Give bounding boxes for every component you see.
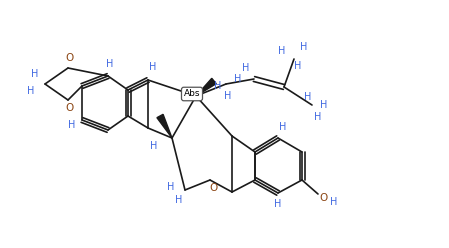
Text: H: H	[320, 100, 328, 110]
Text: H: H	[300, 42, 308, 52]
Text: H: H	[68, 120, 76, 130]
Text: H: H	[304, 92, 312, 102]
Text: H: H	[242, 63, 250, 73]
Text: H: H	[31, 69, 39, 79]
Text: H: H	[175, 195, 183, 205]
Text: Abs: Abs	[184, 90, 200, 98]
Text: O: O	[66, 103, 74, 113]
Text: H: H	[278, 46, 286, 56]
Text: H: H	[314, 112, 321, 122]
Text: H: H	[27, 86, 35, 96]
Text: H: H	[150, 141, 158, 151]
Text: H: H	[214, 81, 222, 91]
Polygon shape	[157, 114, 172, 138]
Text: H: H	[279, 122, 287, 132]
Text: H: H	[234, 74, 242, 84]
Text: H: H	[106, 59, 114, 69]
Text: H: H	[274, 199, 282, 209]
Polygon shape	[196, 78, 216, 96]
Text: O: O	[210, 183, 218, 193]
Text: H: H	[167, 182, 175, 192]
Text: H: H	[224, 91, 232, 101]
Text: O: O	[66, 53, 74, 63]
Text: H: H	[294, 61, 302, 71]
Text: O: O	[320, 193, 328, 203]
Text: H: H	[330, 197, 338, 207]
Text: H: H	[150, 62, 157, 72]
